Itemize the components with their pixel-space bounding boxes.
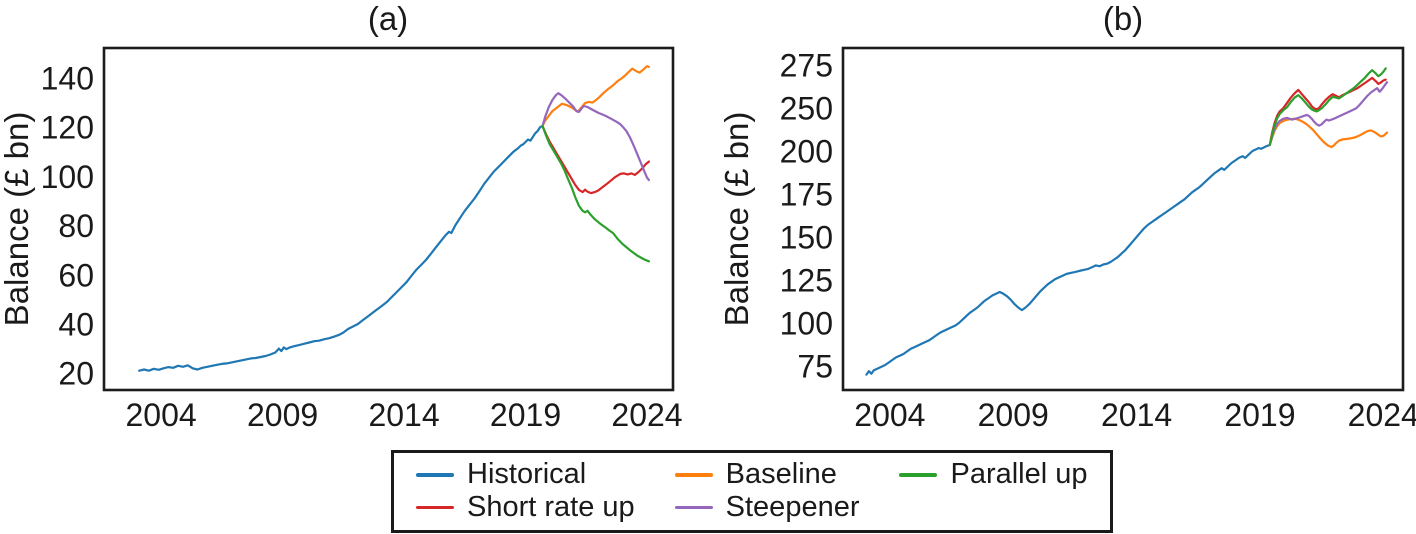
x-tick-label: 2024: [1348, 397, 1416, 433]
legend-label: Short rate up: [467, 490, 635, 523]
panel-a-title: (a): [368, 0, 408, 37]
y-tick-label: 100: [780, 306, 833, 342]
x-tick-label: 2009: [978, 397, 1049, 433]
panel-b-title: (b): [1103, 0, 1143, 37]
y-tick-label: 60: [58, 257, 94, 293]
legend-item-parallel_up: Parallel up: [899, 458, 1088, 491]
legend-box: Historical Short rate up Baseline Steepener…: [391, 450, 1113, 533]
x-tick-label: 2014: [1101, 397, 1172, 433]
panel-b-chart: (b) Balance (£ bn) 275 250 200 175 150 125 100…: [718, 0, 1416, 433]
legend-label: Baseline: [725, 458, 837, 491]
y-tick-label: 75: [797, 349, 833, 385]
legend-item-short_rate_up: Short rate up: [416, 490, 635, 524]
y-tick-label: 275: [780, 48, 833, 84]
y-tick-label: 120: [41, 110, 94, 146]
legend-line-swatch-baseline: [674, 473, 713, 477]
x-tick-label: 2009: [247, 397, 318, 433]
x-tick-label: 2019: [1224, 397, 1295, 433]
x-tick-label: 2019: [490, 397, 561, 433]
y-tick-label: 200: [780, 134, 833, 170]
series-line-parallel_up: [1268, 67, 1387, 147]
y-tick-label: 175: [780, 177, 833, 213]
y-tick-label: 140: [41, 61, 94, 97]
panel-b-plot-area: 275 250 200 175 150 125 100 75 2004 2009 2014 2019 2…: [780, 46, 1416, 433]
legend-line-swatch-short_rate_up: [416, 505, 454, 510]
y-tick-label: 80: [58, 208, 94, 244]
panel-a-ylabel: Balance (£ bn): [0, 112, 35, 327]
series-line-historical: [865, 143, 1271, 376]
axis-box: [841, 46, 1405, 392]
y-tick-label: 125: [780, 263, 833, 299]
x-tick-label: 2004: [126, 397, 197, 433]
legend-label: Historical: [467, 458, 587, 491]
y-tick-label: 40: [58, 307, 94, 343]
series-line-baseline: [1268, 117, 1389, 149]
axis-box: [102, 46, 675, 392]
y-tick-label: 20: [58, 356, 94, 392]
series-line-short_rate_up: [541, 124, 651, 195]
x-tick-label: 2014: [368, 397, 439, 433]
panel-a-chart: (a) Balance (£ bn) 140 120 100 80 60 40 20 2004…: [0, 0, 683, 433]
series-line-baseline: [541, 65, 651, 128]
series-line-steepener: [1268, 81, 1389, 147]
legend-label: Parallel up: [950, 458, 1088, 491]
y-tick-label: 150: [780, 220, 833, 256]
panel-a-plot-area: 140 120 100 80 60 40 20 2004 2009 2014 2019 2024: [41, 46, 683, 433]
x-tick-label: 2004: [854, 397, 925, 433]
legend-item-steepener: Steepener: [674, 490, 860, 524]
y-tick-label: 100: [41, 159, 94, 195]
series-line-parallel_up: [541, 124, 651, 263]
legend-item-historical: Historical: [416, 458, 635, 491]
series-line-short_rate_up: [1268, 76, 1387, 147]
legend-line-swatch-steepener: [674, 505, 713, 510]
legend-line-swatch-historical: [416, 473, 454, 477]
series-line-historical: [138, 124, 544, 372]
panel-b-ylabel: Balance (£ bn): [718, 112, 755, 327]
y-tick-label: 250: [780, 91, 833, 127]
legend-item-baseline: Baseline: [674, 458, 860, 491]
x-tick-label: 2024: [611, 397, 682, 433]
series-line-steepener: [541, 92, 651, 182]
legend-line-swatch-parallel_up: [899, 473, 938, 477]
legend-label: Steepener: [725, 490, 860, 523]
